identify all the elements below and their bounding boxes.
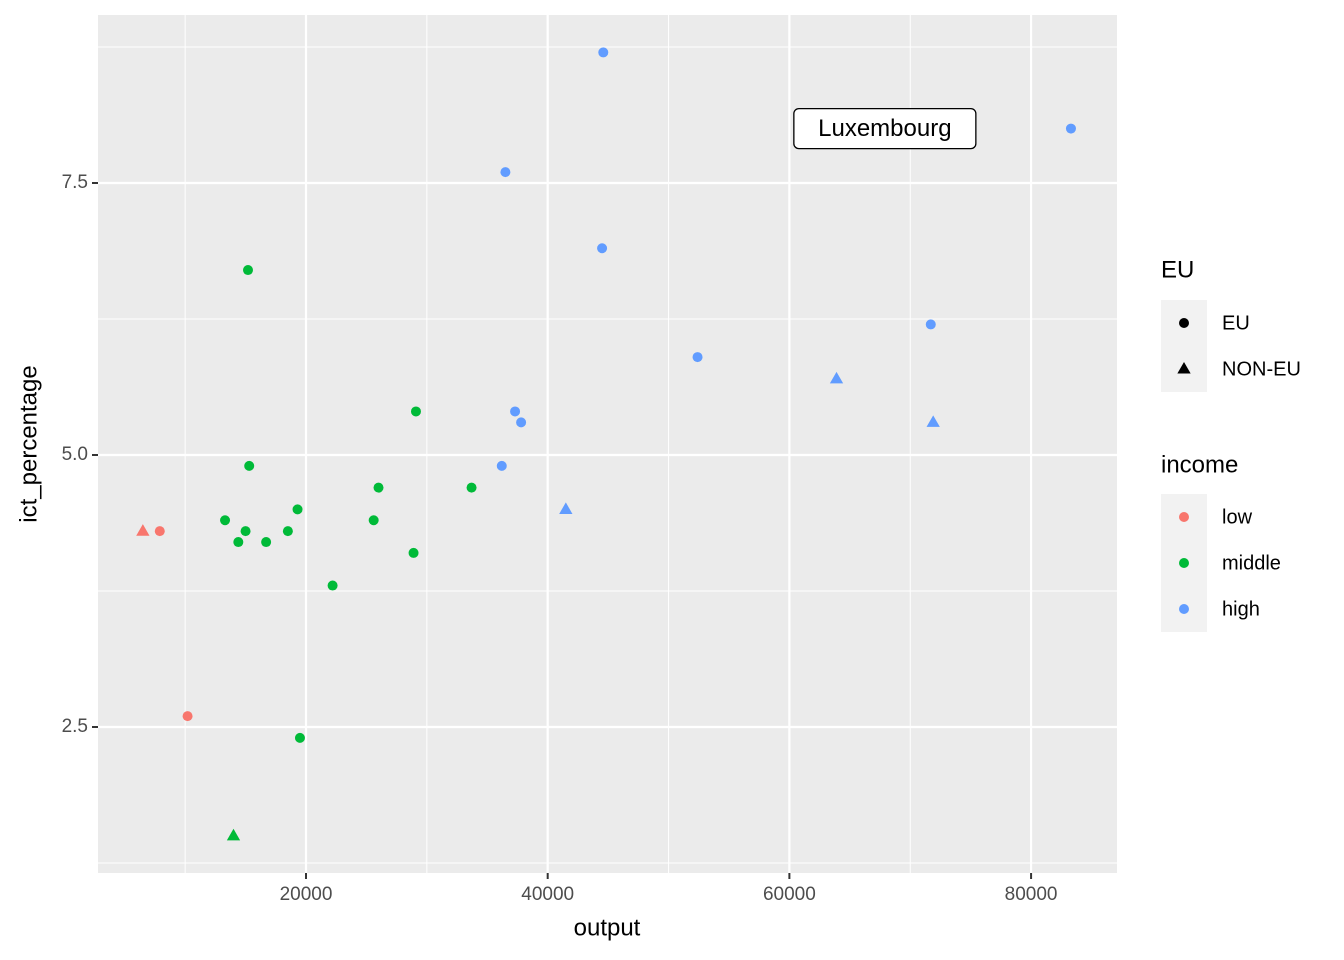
legend-label: middle xyxy=(1222,552,1281,574)
y-axis-title: ict_percentage xyxy=(15,365,42,522)
x-axis-title: output xyxy=(574,914,641,941)
legend-label: low xyxy=(1222,506,1253,528)
y-tick-label: 5.0 xyxy=(62,444,88,465)
point xyxy=(226,828,241,841)
x-tick-label: 20000 xyxy=(280,884,333,905)
point xyxy=(597,243,608,254)
point xyxy=(136,524,150,536)
point xyxy=(500,167,511,178)
point xyxy=(294,732,305,743)
point xyxy=(244,460,255,471)
panel-background xyxy=(98,15,1117,873)
legend-symbol xyxy=(1179,604,1189,614)
point xyxy=(598,47,609,58)
point xyxy=(692,352,703,363)
legend-title: income xyxy=(1161,451,1238,478)
point xyxy=(516,417,527,428)
y-tick-label: 2.5 xyxy=(62,716,88,737)
point xyxy=(261,537,272,548)
point xyxy=(466,482,477,493)
x-tick-label: 60000 xyxy=(763,884,816,905)
point xyxy=(373,482,384,493)
x-tick-label: 80000 xyxy=(1005,884,1058,905)
point xyxy=(292,504,303,515)
point xyxy=(368,515,379,526)
point xyxy=(829,371,844,384)
point xyxy=(559,502,573,514)
point xyxy=(926,415,940,427)
y-tick-label: 7.5 xyxy=(62,172,88,193)
point xyxy=(510,406,521,417)
point xyxy=(327,580,338,591)
grid xyxy=(98,15,1117,873)
point xyxy=(220,515,231,526)
legend-label: NON-EU xyxy=(1222,358,1301,380)
point xyxy=(242,265,253,276)
points xyxy=(136,47,1076,841)
point xyxy=(154,526,165,537)
point xyxy=(410,406,421,417)
point xyxy=(925,319,936,330)
legend-label: high xyxy=(1222,598,1260,620)
point xyxy=(240,526,251,537)
annotation-label: Luxembourg xyxy=(818,115,951,142)
point xyxy=(182,711,193,722)
point xyxy=(233,537,244,548)
legend-symbol xyxy=(1177,362,1191,374)
x-tick-label: 40000 xyxy=(521,884,574,905)
point xyxy=(408,547,419,558)
legend-symbol xyxy=(1179,558,1189,568)
point xyxy=(496,460,507,471)
legend-symbol xyxy=(1179,512,1189,522)
point xyxy=(282,526,293,537)
annotation-box xyxy=(793,107,977,150)
legend-title: EU xyxy=(1161,256,1194,283)
legend-symbol xyxy=(1179,318,1189,328)
legend-label: EU xyxy=(1222,312,1250,334)
point xyxy=(1065,123,1076,134)
